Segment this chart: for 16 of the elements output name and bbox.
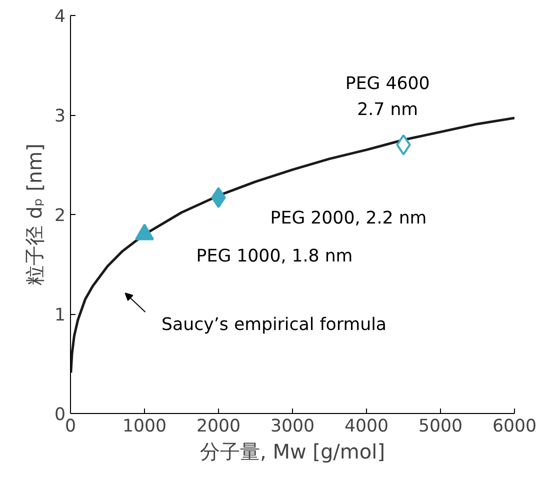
x-tick-label: 3000: [270, 416, 315, 436]
x-axis-title: 分子量, Mw [g/mol]: [200, 440, 385, 464]
annotation: PEG 2000, 2.2 nm: [270, 208, 427, 228]
y-tick-label: 3: [54, 106, 66, 126]
y-tick-label: 2: [54, 206, 66, 226]
x-tick-label: 1000: [122, 416, 167, 436]
y-axis-title: 粒子径 dₚ [nm]: [22, 144, 46, 286]
x-tick-label: 2000: [196, 416, 241, 436]
x-tick-label: 6000: [492, 416, 537, 436]
y-tick-label: 1: [54, 306, 66, 326]
annotation: Saucy’s empirical formula: [162, 314, 387, 335]
y-tick-label: 4: [54, 7, 66, 27]
annotation: PEG 4600 2.7 nm: [345, 74, 430, 120]
x-tick-label: 4000: [344, 416, 389, 436]
x-tick-label: 5000: [418, 416, 463, 436]
annotation: PEG 1000, 1.8 nm: [196, 246, 353, 266]
